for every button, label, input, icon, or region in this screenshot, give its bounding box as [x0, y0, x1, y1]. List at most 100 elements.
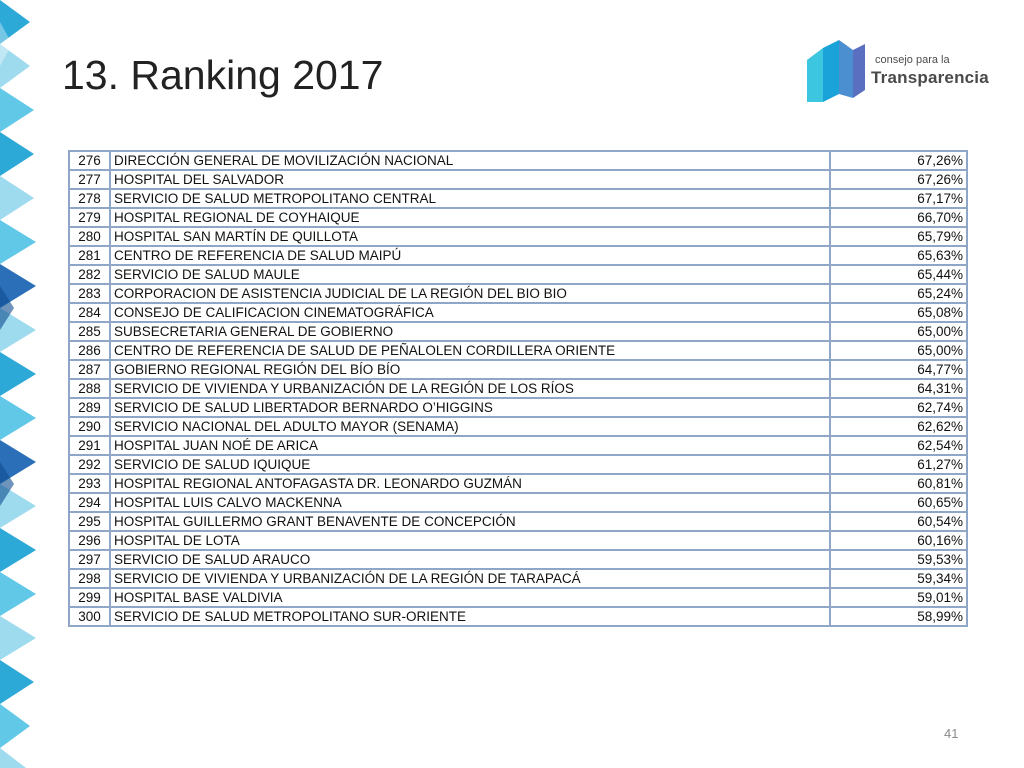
table-row: 278 SERVICIO DE SALUD METROPOLITANO CENTR… [68, 188, 968, 209]
score-cell: 66,70% [829, 207, 968, 228]
institution-cell: SERVICIO DE SALUD LIBERTADOR BERNARDO O’… [109, 397, 831, 418]
rank-cell: 278 [68, 188, 111, 209]
table-row: 295 HOSPITAL GUILLERMO GRANT BENAVENTE DE… [68, 511, 968, 532]
table-row: 297 SERVICIO DE SALUD ARAUCO 59,53% [68, 549, 968, 570]
institution-cell: HOSPITAL LUIS CALVO MACKENNA [109, 492, 831, 513]
page-title: 13. Ranking 2017 [62, 52, 384, 98]
score-cell: 59,53% [829, 549, 968, 570]
rank-cell: 289 [68, 397, 111, 418]
rank-cell: 291 [68, 435, 111, 456]
score-cell: 60,16% [829, 530, 968, 551]
table-row: 281 CENTRO DE REFERENCIA DE SALUD MAIPÚ 65… [68, 245, 968, 266]
table-row: 286 CENTRO DE REFERENCIA DE SALUD DE PEÑA… [68, 340, 968, 361]
table-row: 288 SERVICIO DE VIVIENDA Y URBANIZACIÓN D… [68, 378, 968, 399]
institution-cell: CORPORACION DE ASISTENCIA JUDICIAL DE LA… [109, 283, 831, 304]
rank-cell: 295 [68, 511, 111, 532]
table-row: 285 SUBSECRETARIA GENERAL DE GOBIERNO 65,0… [68, 321, 968, 342]
institution-cell: HOSPITAL JUAN NOÉ DE ARICA [109, 435, 831, 456]
table-row: 284 CONSEJO DE CALIFICACION CINEMATOGRÁFI… [68, 302, 968, 323]
table-row: 279 HOSPITAL REGIONAL DE COYHAIQUE 66,70% [68, 207, 968, 228]
table-row: 283 CORPORACION DE ASISTENCIA JUDICIAL DE… [68, 283, 968, 304]
rank-cell: 299 [68, 587, 111, 608]
table-row: 276 DIRECCIÓN GENERAL DE MOVILIZACIÓN NAC… [68, 150, 968, 171]
score-cell: 59,34% [829, 568, 968, 589]
score-cell: 60,65% [829, 492, 968, 513]
table-row: 280 HOSPITAL SAN MARTÍN DE QUILLOTA 65,79% [68, 226, 968, 247]
score-cell: 65,08% [829, 302, 968, 323]
rank-cell: 294 [68, 492, 111, 513]
table-row: 277 HOSPITAL DEL SALVADOR 67,26% [68, 169, 968, 190]
score-cell: 67,17% [829, 188, 968, 209]
logo-text-consejo: consejo para la [875, 54, 950, 66]
institution-cell: HOSPITAL REGIONAL ANTOFAGASTA DR. LEONAR… [109, 473, 831, 494]
rank-cell: 287 [68, 359, 111, 380]
score-cell: 59,01% [829, 587, 968, 608]
rank-cell: 282 [68, 264, 111, 285]
rank-cell: 292 [68, 454, 111, 475]
table-row: 296 HOSPITAL DE LOTA 60,16% [68, 530, 968, 551]
institution-cell: SERVICIO DE VIVIENDA Y URBANIZACIÓN DE L… [109, 568, 831, 589]
institution-cell: CENTRO DE REFERENCIA DE SALUD MAIPÚ [109, 245, 831, 266]
institution-cell: SERVICIO DE SALUD METROPOLITANO CENTRAL [109, 188, 831, 209]
score-cell: 64,77% [829, 359, 968, 380]
score-cell: 58,99% [829, 606, 968, 627]
rank-cell: 279 [68, 207, 111, 228]
score-cell: 65,24% [829, 283, 968, 304]
score-cell: 62,54% [829, 435, 968, 456]
score-cell: 60,81% [829, 473, 968, 494]
institution-cell: SERVICIO DE VIVIENDA Y URBANIZACIÓN DE L… [109, 378, 831, 399]
score-cell: 62,62% [829, 416, 968, 437]
decorative-triangle-strip [0, 0, 36, 768]
ranking-table: 276 DIRECCIÓN GENERAL DE MOVILIZACIÓN NAC… [68, 150, 968, 627]
rank-cell: 277 [68, 169, 111, 190]
table-row: 290 SERVICIO NACIONAL DEL ADULTO MAYOR (S… [68, 416, 968, 437]
score-cell: 60,54% [829, 511, 968, 532]
table-row: 299 HOSPITAL BASE VALDIVIA 59,01% [68, 587, 968, 608]
score-cell: 67,26% [829, 169, 968, 190]
score-cell: 67,26% [829, 150, 968, 171]
institution-cell: SERVICIO DE SALUD MAULE [109, 264, 831, 285]
table-row: 293 HOSPITAL REGIONAL ANTOFAGASTA DR. LEO… [68, 473, 968, 494]
institution-cell: HOSPITAL BASE VALDIVIA [109, 587, 831, 608]
rank-cell: 285 [68, 321, 111, 342]
rank-cell: 281 [68, 245, 111, 266]
score-cell: 65,00% [829, 340, 968, 361]
table-row: 300 SERVICIO DE SALUD METROPOLITANO SUR-O… [68, 606, 968, 627]
score-cell: 65,63% [829, 245, 968, 266]
rank-cell: 290 [68, 416, 111, 437]
institution-cell: GOBIERNO REGIONAL REGIÓN DEL BÍO BÍO [109, 359, 831, 380]
rank-cell: 276 [68, 150, 111, 171]
institution-cell: SUBSECRETARIA GENERAL DE GOBIERNO [109, 321, 831, 342]
rank-cell: 298 [68, 568, 111, 589]
table-row: 287 GOBIERNO REGIONAL REGIÓN DEL BÍO BÍO 6… [68, 359, 968, 380]
institution-cell: SERVICIO DE SALUD METROPOLITANO SUR-ORIE… [109, 606, 831, 627]
logo-mark-icon [807, 40, 865, 102]
table-row: 294 HOSPITAL LUIS CALVO MACKENNA 60,65% [68, 492, 968, 513]
table-row: 289 SERVICIO DE SALUD LIBERTADOR BERNARDO… [68, 397, 968, 418]
table-row: 292 SERVICIO DE SALUD IQUIQUE 61,27% [68, 454, 968, 475]
table-row: 298 SERVICIO DE VIVIENDA Y URBANIZACIÓN D… [68, 568, 968, 589]
rank-cell: 284 [68, 302, 111, 323]
rank-cell: 297 [68, 549, 111, 570]
consejo-transparencia-logo: consejo para la Transparencia [805, 38, 995, 104]
rank-cell: 280 [68, 226, 111, 247]
rank-cell: 300 [68, 606, 111, 627]
rank-cell: 286 [68, 340, 111, 361]
score-cell: 62,74% [829, 397, 968, 418]
institution-cell: HOSPITAL DE LOTA [109, 530, 831, 551]
institution-cell: DIRECCIÓN GENERAL DE MOVILIZACIÓN NACION… [109, 150, 831, 171]
rank-cell: 288 [68, 378, 111, 399]
institution-cell: HOSPITAL DEL SALVADOR [109, 169, 831, 190]
rank-cell: 293 [68, 473, 111, 494]
institution-cell: HOSPITAL REGIONAL DE COYHAIQUE [109, 207, 831, 228]
page-number: 41 [944, 726, 959, 741]
institution-cell: SERVICIO DE SALUD IQUIQUE [109, 454, 831, 475]
institution-cell: CONSEJO DE CALIFICACION CINEMATOGRÁFICA [109, 302, 831, 323]
score-cell: 65,00% [829, 321, 968, 342]
logo-text-transparencia: Transparencia [871, 68, 989, 87]
institution-cell: CENTRO DE REFERENCIA DE SALUD DE PEÑALOL… [109, 340, 831, 361]
institution-cell: SERVICIO DE SALUD ARAUCO [109, 549, 831, 570]
score-cell: 64,31% [829, 378, 968, 399]
score-cell: 65,79% [829, 226, 968, 247]
rank-cell: 283 [68, 283, 111, 304]
